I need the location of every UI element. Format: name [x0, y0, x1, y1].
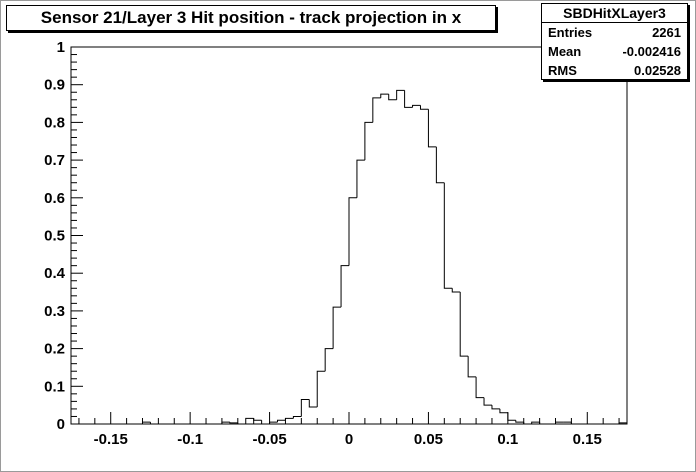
histogram-bin — [340, 265, 349, 308]
histogram-bin — [467, 356, 477, 378]
y-tick-label: 0.6 — [44, 190, 65, 207]
histogram-bin — [483, 397, 492, 406]
histogram-bin — [515, 420, 524, 423]
histogram-bin — [269, 421, 278, 424]
y-tick-label: 0.5 — [44, 228, 65, 245]
y-tick-label: 0.7 — [44, 152, 65, 169]
histogram-bin — [443, 182, 453, 289]
histogram-bin — [427, 109, 437, 148]
histogram-bin — [618, 422, 627, 424]
histogram-bin — [435, 146, 445, 184]
stats-entries-value: 2261 — [652, 25, 681, 40]
y-tick-label: 0.8 — [44, 114, 65, 131]
y-tick-label: 0.3 — [44, 303, 65, 320]
stats-mean-value: -0.002416 — [622, 44, 681, 59]
histogram-bin — [308, 399, 318, 408]
histogram-bin — [229, 422, 238, 424]
histogram-bin — [292, 415, 302, 419]
histogram-bin — [459, 292, 469, 357]
histogram-bin — [149, 422, 159, 425]
x-tick-label: 0.05 — [414, 431, 443, 448]
histogram-bin — [570, 422, 580, 425]
y-tick-label: 0 — [57, 416, 65, 433]
x-tick-label: -0.15 — [94, 431, 128, 448]
stats-box: SBDHitXLayer3 Entries 2261 Mean -0.00241… — [541, 3, 688, 80]
histogram-bin — [539, 422, 548, 425]
histogram-bin — [531, 421, 540, 424]
y-tick-label: 0.9 — [44, 77, 65, 94]
histogram-bin — [284, 417, 294, 421]
y-tick-label: 1 — [57, 39, 65, 56]
histogram-bin — [412, 104, 421, 108]
stats-entries-label: Entries — [548, 25, 593, 40]
histogram-bin — [507, 412, 516, 421]
stats-entries-row: Entries 2261 — [542, 23, 687, 42]
stats-mean-row: Mean -0.002416 — [542, 42, 687, 61]
histogram-bin — [491, 405, 500, 410]
histogram-bin — [348, 197, 357, 266]
histogram-bin — [499, 408, 508, 414]
histogram-bin — [388, 94, 397, 101]
chart-title: Sensor 21/Layer 3 Hit position - track p… — [6, 5, 496, 31]
axes: 0 0.1 0.2 0.3 0.4 0.5 0.6 0.7 0.8 0.9 1 -0.15 -0.1 -0… — [44, 39, 628, 448]
stats-rms-row: RMS 0.02528 — [542, 61, 687, 80]
histogram-bin — [245, 417, 254, 424]
histogram-bin — [332, 306, 342, 349]
stats-histogram-name: SBDHitXLayer3 — [542, 4, 687, 23]
y-tick-label: 0.1 — [44, 378, 65, 395]
histogram-bin — [419, 105, 429, 110]
y-tick-label: 0.2 — [44, 341, 65, 358]
stats-rms-value: 0.02528 — [634, 63, 681, 78]
histogram-bin — [523, 422, 532, 425]
histogram-bin — [396, 89, 405, 100]
histogram-bin — [277, 419, 286, 423]
histogram-bin — [404, 90, 413, 108]
stats-rms-label: RMS — [548, 63, 577, 78]
histogram-bin — [221, 421, 230, 424]
histogram-bin — [380, 93, 389, 98]
histogram-bin — [555, 421, 564, 424]
histogram-bin — [300, 398, 310, 417]
histogram-bin — [141, 421, 151, 424]
histogram-bin — [372, 97, 381, 123]
histogram-bin — [364, 121, 373, 161]
histogram-bin — [253, 418, 262, 421]
chart-title-text: Sensor 21/Layer 3 Hit position - track p… — [40, 8, 462, 27]
x-tick-label: -0.1 — [177, 431, 203, 448]
histogram-bin — [237, 422, 246, 425]
histogram-bars — [71, 89, 627, 425]
histogram-bin — [475, 376, 485, 399]
histogram-bin — [316, 370, 326, 408]
histogram-bin — [261, 420, 270, 425]
x-tick-label: 0 — [345, 431, 353, 448]
y-tick-label: 0.4 — [44, 265, 66, 282]
histogram-bin — [356, 159, 365, 198]
x-tick-label: 0.15 — [573, 431, 602, 448]
x-tick-label: 0.1 — [497, 431, 518, 448]
x-tick-label: -0.05 — [252, 431, 286, 448]
stats-mean-label: Mean — [548, 44, 582, 59]
histogram-bin — [451, 288, 461, 293]
histogram-bin — [324, 348, 334, 372]
